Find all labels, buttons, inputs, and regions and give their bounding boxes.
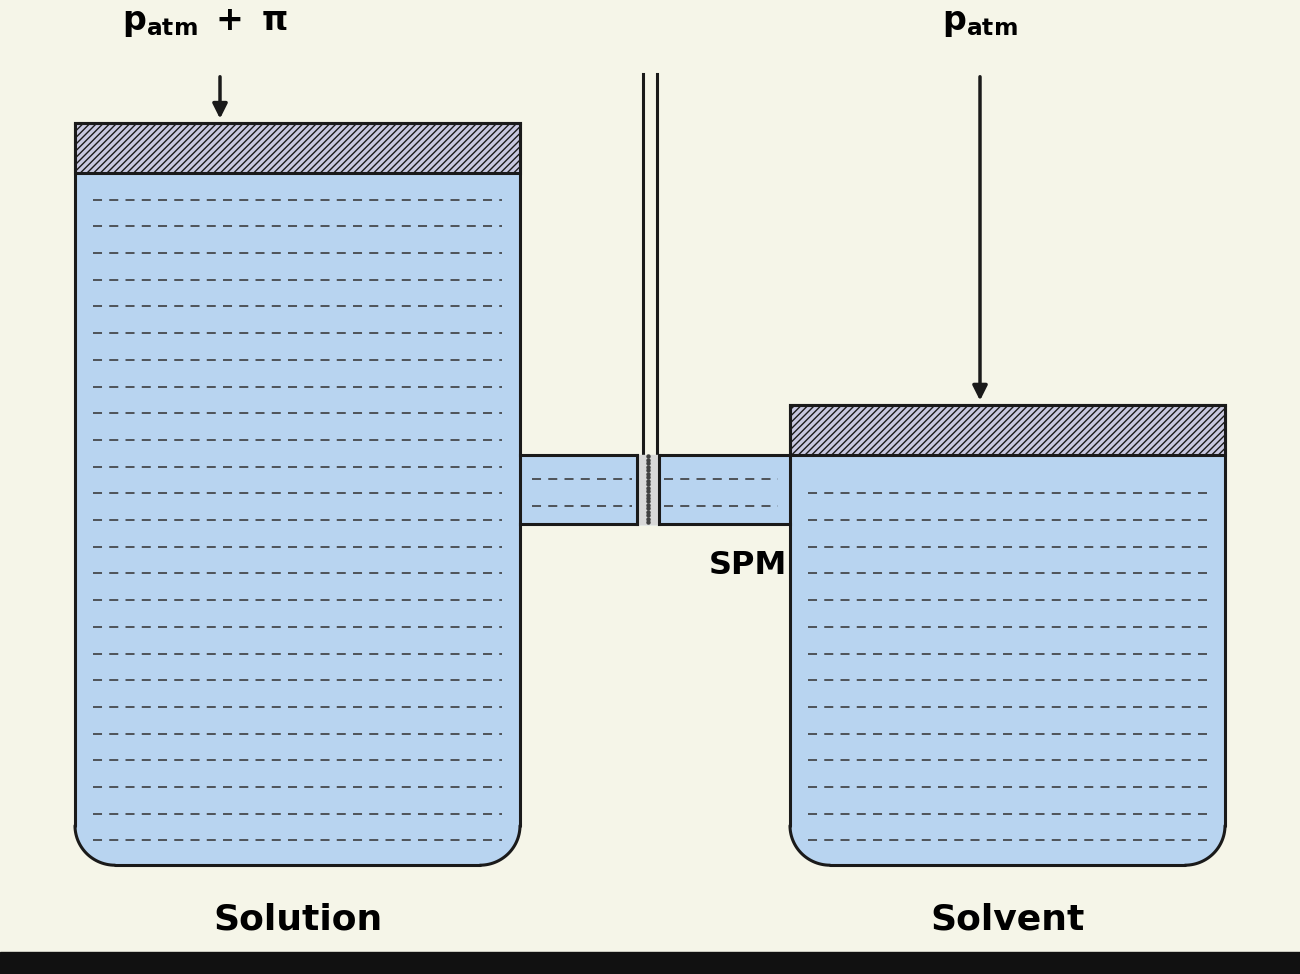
Bar <box>790 405 1225 455</box>
Polygon shape <box>790 455 1225 865</box>
Polygon shape <box>644 74 656 455</box>
Text: SPM: SPM <box>708 550 788 581</box>
Polygon shape <box>637 455 659 524</box>
Bar <box>0 953 1300 974</box>
Text: Solvent: Solvent <box>931 903 1084 937</box>
Text: $\mathbf{p}_{\mathbf{atm}}$$\mathbf{\ +\ \pi}$: $\mathbf{p}_{\mathbf{atm}}$$\mathbf{\ +\… <box>122 7 287 39</box>
Polygon shape <box>75 172 520 865</box>
Polygon shape <box>520 455 790 524</box>
Polygon shape <box>520 5 790 455</box>
Text: Solution: Solution <box>213 903 382 937</box>
Text: $\mathbf{p}_{\mathbf{atm}}$: $\mathbf{p}_{\mathbf{atm}}$ <box>942 7 1018 39</box>
Bar <box>75 124 520 172</box>
